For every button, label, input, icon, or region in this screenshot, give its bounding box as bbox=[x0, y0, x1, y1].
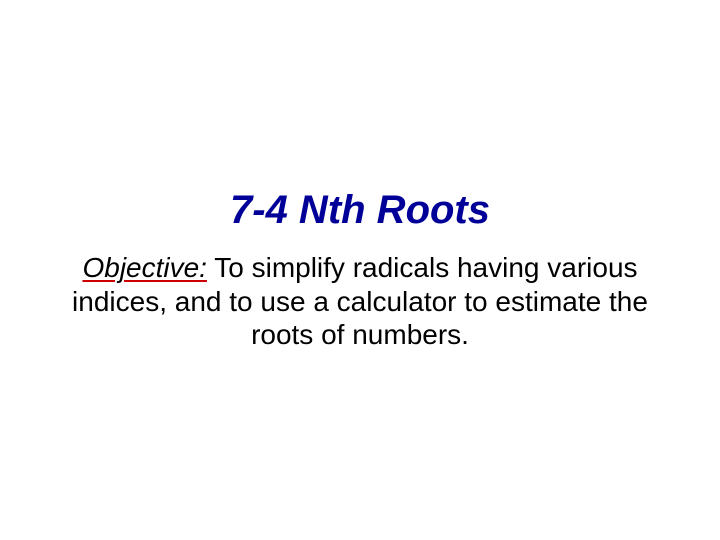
objective-label: Objective: bbox=[82, 252, 207, 283]
slide-body: Objective: To simplify radicals having v… bbox=[60, 251, 660, 352]
slide-title: 7-4 Nth Roots bbox=[230, 188, 490, 233]
